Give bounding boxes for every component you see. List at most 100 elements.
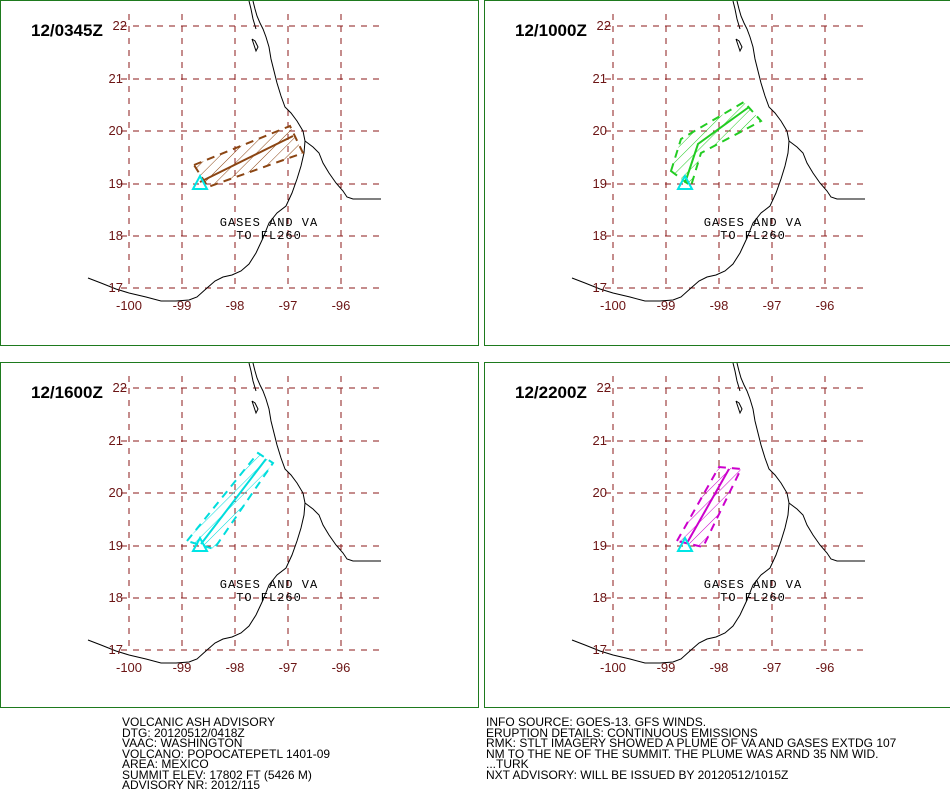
lon-tick-label: -100 [115,298,143,313]
map-canvas [87,1,381,302]
lat-tick-label: 19 [108,538,123,553]
coastline-path [571,363,790,664]
lon-tick-label: -100 [599,660,627,675]
coastline-lagoon [251,38,259,53]
lon-tick-label: -96 [331,298,351,313]
coastline [571,363,865,664]
map-canvas [571,1,865,302]
panel-title: 12/2200Z [515,383,587,402]
plume-outline [675,465,743,549]
coastline-path [248,1,257,30]
plume-axis [686,468,730,544]
volcano-triangle-icon [676,535,694,552]
lon-tick-label: -99 [656,660,676,675]
forecast-panel-1600z: 12/1600Z 22 21 20 19 18 17 -100 -99 -98 -97 -96 G… [0,362,479,708]
coastline-path [304,502,381,562]
lat-tick-label: 17 [108,280,123,295]
lon-tick-label: -99 [656,298,676,313]
panel-title: 12/0345Z [31,21,103,40]
forecast-panel-1000z: 12/1000Z 22 21 20 19 18 17 -100 -99 -98 -97 -96 G… [484,0,950,346]
coastline-path [304,140,381,200]
lon-tick-label: -100 [115,660,143,675]
lat-lon-grid [121,376,381,652]
map-canvas [87,363,381,664]
advisory-line: ADVISORY NR: 2012/115 [122,778,261,792]
plume-label-line1: GASES AND VA [219,578,319,592]
advisory-line: ERUPTION DETAILS: CONTINUOUS EMISSIONS [486,725,758,740]
lat-tick-label: 17 [592,280,607,295]
volcano-triangle-icon [676,173,694,190]
lon-tick-label: -97 [278,660,298,675]
lon-tick-label: -97 [762,298,782,313]
advisory-line: VOLCANIC ASH ADVISORY [122,715,276,729]
plume-label-line1: GASES AND VA [703,216,803,230]
volcano-triangle-icon [191,535,209,552]
plume-axis [200,458,267,545]
advisory-line: VOLCANO: POPOCATEPETL 1401-09 [122,746,331,761]
lat-tick-label: 19 [592,176,607,191]
advisory-remarks-block: INFO SOURCE: GOES-13. GFS WINDS. ERUPTIO… [486,715,897,780]
lat-tick-label: 18 [108,590,123,605]
lon-tick-label: -96 [815,660,835,675]
coastline-lagoon [735,38,743,53]
lat-tick-label: 20 [592,485,607,500]
advisory-line: RMK: STLT IMAGERY SHOWED A PLUME OF VA A… [486,736,897,750]
volcano-triangle-icon [191,535,209,552]
plume-label: GASES AND VA TO FL260 [189,217,349,243]
ash-plume-polygon [669,100,763,188]
lon-tick-label: -100 [599,298,627,313]
coastline-path [571,1,790,302]
forecast-panel-2200z: 12/2200Z 22 21 20 19 18 17 -100 -99 -98 -97 -96 G… [484,362,950,708]
advisory-line: VAAC: WASHINGTON [122,736,243,750]
plume-outline [669,100,763,188]
plume-label-line2: TO FL260 [720,229,786,243]
lat-tick-label: 18 [592,228,607,243]
lat-tick-label: 20 [108,123,123,138]
lat-lon-grid [605,376,865,652]
coastline-path [732,1,741,30]
coastline-path [788,140,865,200]
advisory-line: DTG: 20120512/0418Z [122,725,245,740]
lon-tick-label: -96 [331,660,351,675]
lon-tick-label: -96 [815,298,835,313]
lat-tick-label: 20 [108,485,123,500]
plume-label-line2: TO FL260 [720,591,786,605]
plume-label: GASES AND VA TO FL260 [189,579,349,605]
coastline-path [248,363,257,392]
coastline-path [87,1,306,302]
lat-tick-label: 21 [108,71,123,86]
lon-tick-label: -98 [225,298,245,313]
lat-tick-label: 22 [596,18,611,33]
advisory-line: SUMMIT ELEV: 17802 FT (5426 M) [122,767,312,782]
lat-tick-label: 19 [592,538,607,553]
advisory-line: NM TO THE NE OF THE SUMMIT. THE PLUME WA… [486,746,879,761]
coastline-path [732,363,741,392]
panel-title: 12/1600Z [31,383,103,402]
plume-axis [684,106,750,184]
lat-tick-label: 22 [112,380,127,395]
lon-tick-label: -98 [709,660,729,675]
lat-lon-grid [605,14,865,290]
panel-title: 12/1000Z [515,21,587,40]
advisory-line: INFO SOURCE: GOES-13. GFS WINDS. [486,715,707,729]
volcano-triangle-icon [191,173,209,190]
advisory-line: ...TURK [486,757,529,771]
plume-axis [199,135,294,183]
lat-tick-label: 21 [592,433,607,448]
volcano-triangle-icon [676,535,694,552]
ash-plume-polygon [185,451,275,551]
coastline [571,1,865,302]
lat-tick-label: 21 [108,433,123,448]
coastline [87,363,381,664]
coastline-path [87,363,306,664]
lon-tick-label: -99 [172,298,192,313]
lat-tick-label: 17 [592,642,607,657]
forecast-panel-0345z: 12/0345Z 22 21 20 19 18 17 -100 -99 -98 -97 -96 G… [0,0,479,346]
lat-tick-label: 21 [592,71,607,86]
advisory-header-block: VOLCANIC ASH ADVISORY DTG: 20120512/0418… [122,715,331,792]
plume-label-line1: GASES AND VA [219,216,319,230]
map-canvas [571,363,865,664]
lat-tick-label: 22 [596,380,611,395]
lon-tick-label: -98 [709,298,729,313]
plume-label-line2: TO FL260 [236,591,302,605]
